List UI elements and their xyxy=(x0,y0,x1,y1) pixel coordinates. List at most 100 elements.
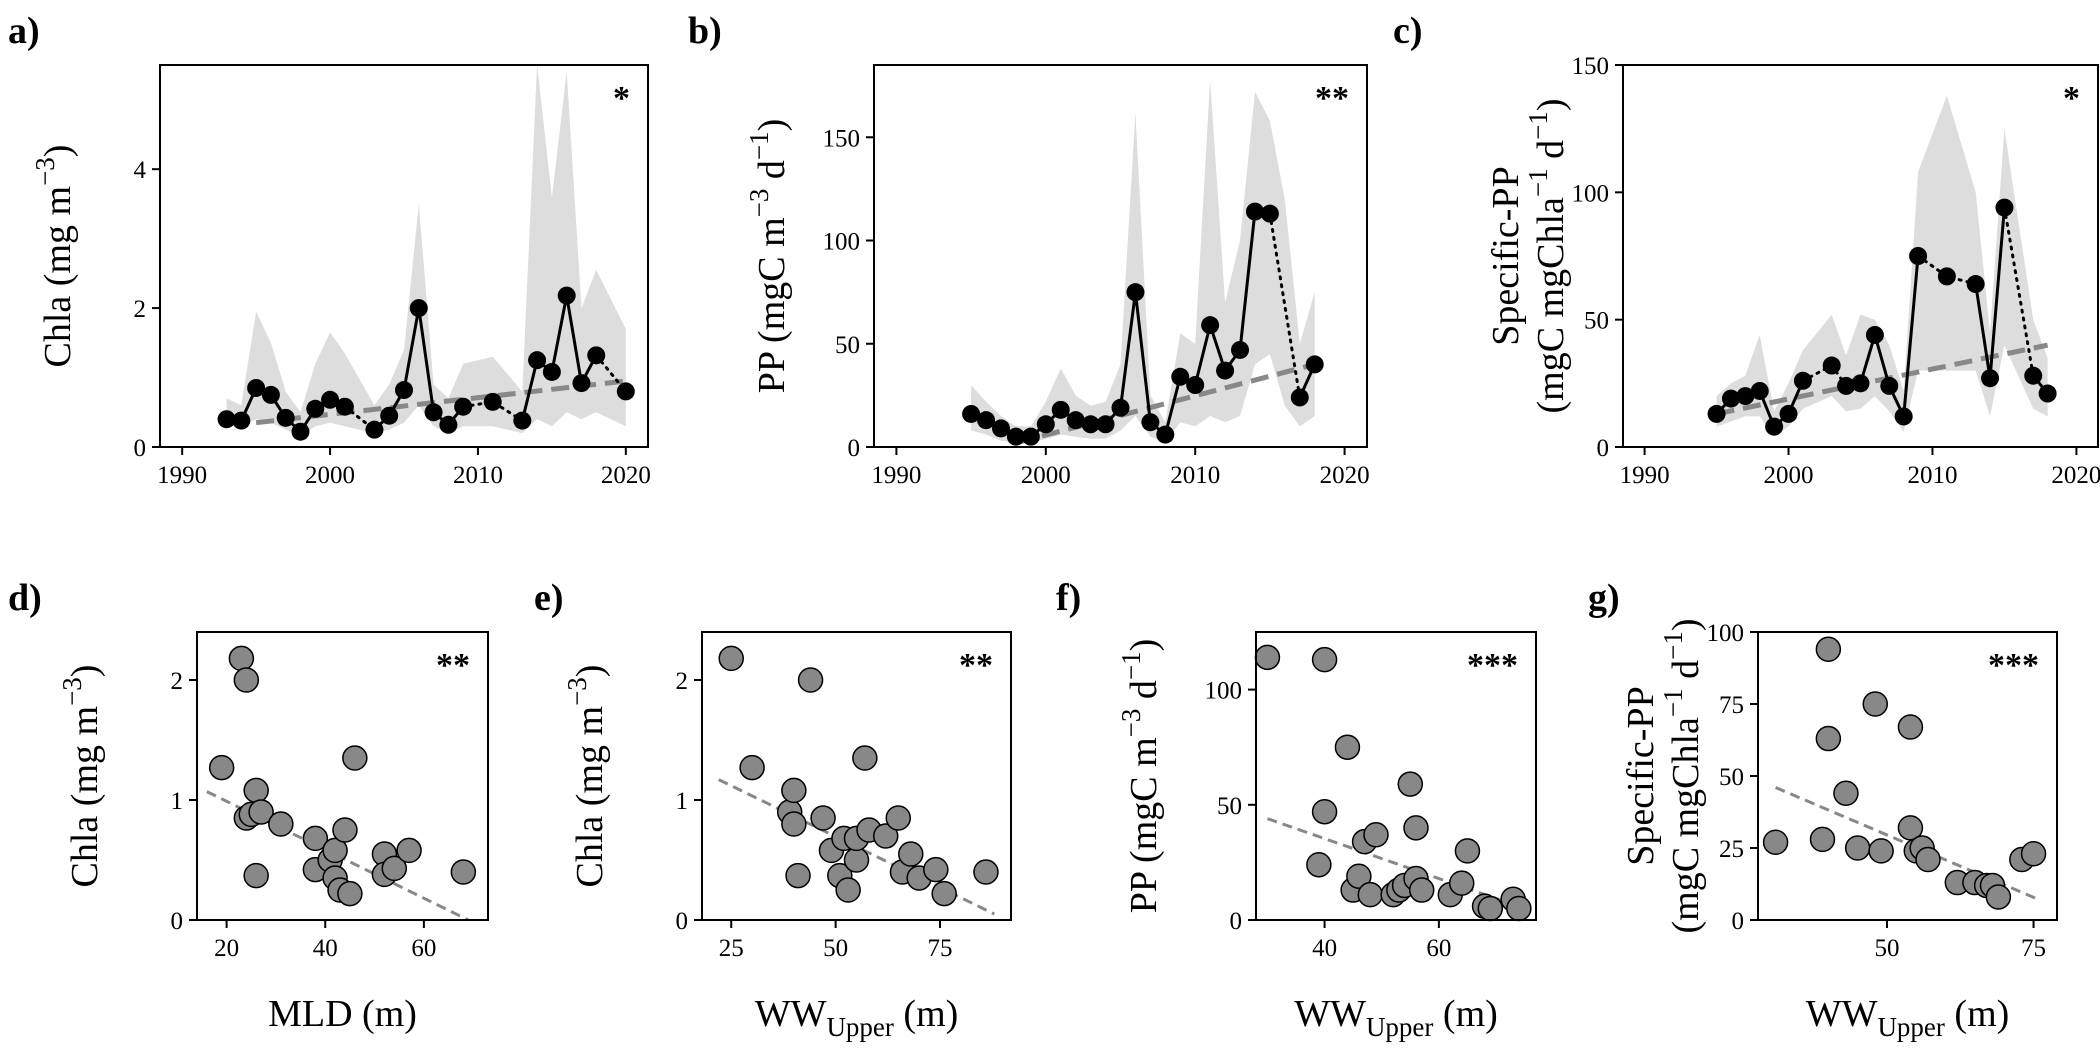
data-point xyxy=(1707,404,1726,423)
scatter-point xyxy=(337,880,363,907)
y-tick-label: 0 xyxy=(171,908,184,935)
data-point xyxy=(977,411,996,430)
x-axis-label: MLD (m) xyxy=(268,993,417,1035)
y-tick-label: 75 xyxy=(1719,692,1744,719)
x-tick-label: 25 xyxy=(719,935,744,962)
scatter-point xyxy=(1397,771,1424,797)
significance-marker: ** xyxy=(436,647,470,684)
panel-f: 40 60 0 50 100 f) *** WWUpper (m) PP (mgC m−3 d−… xyxy=(1056,577,1537,1042)
scatter-point xyxy=(2020,841,2047,867)
scatter-point xyxy=(898,841,924,867)
data-point xyxy=(483,392,502,411)
scatter-point xyxy=(1506,895,1532,922)
panel-label: b) xyxy=(688,10,722,52)
scatter-point xyxy=(1833,780,1859,807)
y-tick-label: 0 xyxy=(1732,908,1745,935)
scatter-point xyxy=(1357,881,1384,908)
y-tick-label: 1 xyxy=(676,788,689,815)
scatter-point xyxy=(852,745,878,771)
x-tick-label: 40 xyxy=(313,935,338,962)
scatter-point xyxy=(1815,636,1842,663)
scatter-point xyxy=(797,667,824,693)
data-point xyxy=(321,390,340,409)
scatter-point xyxy=(1408,877,1435,903)
x-tick-label: 75 xyxy=(928,935,953,962)
data-point xyxy=(2024,366,2043,385)
data-point xyxy=(513,411,532,430)
x-tick-label: 50 xyxy=(823,935,848,962)
y-axis-label: (mgC mgChla−1 d−1) xyxy=(1523,98,1572,413)
data-point xyxy=(1260,204,1279,223)
data-point xyxy=(232,411,251,430)
y-tick-label: 4 xyxy=(134,157,147,184)
y-tick-label: 0 xyxy=(848,435,861,462)
scatter-point xyxy=(381,855,408,882)
data-point xyxy=(380,406,399,425)
data-point xyxy=(217,410,236,429)
scatter-point xyxy=(1985,884,2012,910)
gap-line xyxy=(461,400,524,423)
significance-marker: * xyxy=(2063,80,2080,117)
data-point xyxy=(1096,415,1115,434)
data-point xyxy=(1066,411,1085,430)
x-tick-label: 60 xyxy=(1426,935,1451,962)
y-axis-label: Chla (mg m−3) xyxy=(562,665,611,888)
scatter-point xyxy=(322,837,348,864)
significance-marker: *** xyxy=(1988,647,2039,684)
plot-area xyxy=(970,79,1317,446)
panel-label: c) xyxy=(1393,10,1423,52)
scatter-point xyxy=(1477,895,1504,922)
scatter-point xyxy=(228,645,255,672)
scatter-point xyxy=(872,823,899,849)
y-axis-label: (mgC mgChla−1 d−1) xyxy=(1658,618,1707,933)
y-tick-label: 150 xyxy=(823,125,861,152)
panel-label: f) xyxy=(1056,577,1081,619)
data-point xyxy=(991,419,1010,438)
y-tick-label: 1 xyxy=(171,788,184,815)
data-point xyxy=(1111,398,1130,417)
data-point xyxy=(1851,374,1870,393)
data-point xyxy=(276,408,295,427)
data-point xyxy=(1865,325,1884,344)
data-point xyxy=(1201,316,1220,335)
data-point xyxy=(1051,400,1070,419)
panel-a: 1990 2000 2010 2020 0 2 4 a) * Chla (mg m−3) xyxy=(8,10,651,489)
data-point xyxy=(587,346,606,365)
y-tick-label: 50 xyxy=(835,332,860,359)
y-tick-label: 2 xyxy=(134,296,147,323)
data-point xyxy=(572,374,591,393)
x-tick-label: 50 xyxy=(1874,935,1899,962)
data-point xyxy=(1721,389,1740,408)
y-tick-label: 150 xyxy=(1572,53,1610,80)
scatter-point xyxy=(243,862,269,889)
significance-marker: ** xyxy=(1315,80,1349,117)
scatter-point xyxy=(302,825,329,852)
scatter-point xyxy=(781,811,807,837)
data-point xyxy=(1779,404,1798,423)
data-point xyxy=(1880,376,1899,395)
panel-label: a) xyxy=(8,10,40,52)
y-tick-label: 0 xyxy=(1230,908,1243,935)
data-point xyxy=(291,422,310,441)
data-point xyxy=(1793,371,1812,390)
range-band xyxy=(226,65,626,437)
y-tick-label: 50 xyxy=(1584,308,1609,335)
data-point xyxy=(1837,376,1856,395)
scatter-point xyxy=(885,805,912,831)
axes-frame xyxy=(196,631,489,921)
data-point xyxy=(2038,384,2057,403)
data-point xyxy=(1186,376,1205,395)
data-point xyxy=(1216,361,1235,380)
data-point xyxy=(1126,283,1145,302)
plot-area xyxy=(226,65,628,437)
data-point xyxy=(1021,427,1040,446)
y-tick-label: 100 xyxy=(1572,180,1610,207)
data-point xyxy=(1894,407,1913,426)
scatter-point xyxy=(1454,838,1481,864)
scatter-point xyxy=(718,645,744,672)
axes-frame xyxy=(159,64,649,448)
y-axis-label: PP (mgC m−3 d−1) xyxy=(744,119,793,394)
data-point xyxy=(1995,198,2014,217)
scatter-point xyxy=(450,859,477,885)
